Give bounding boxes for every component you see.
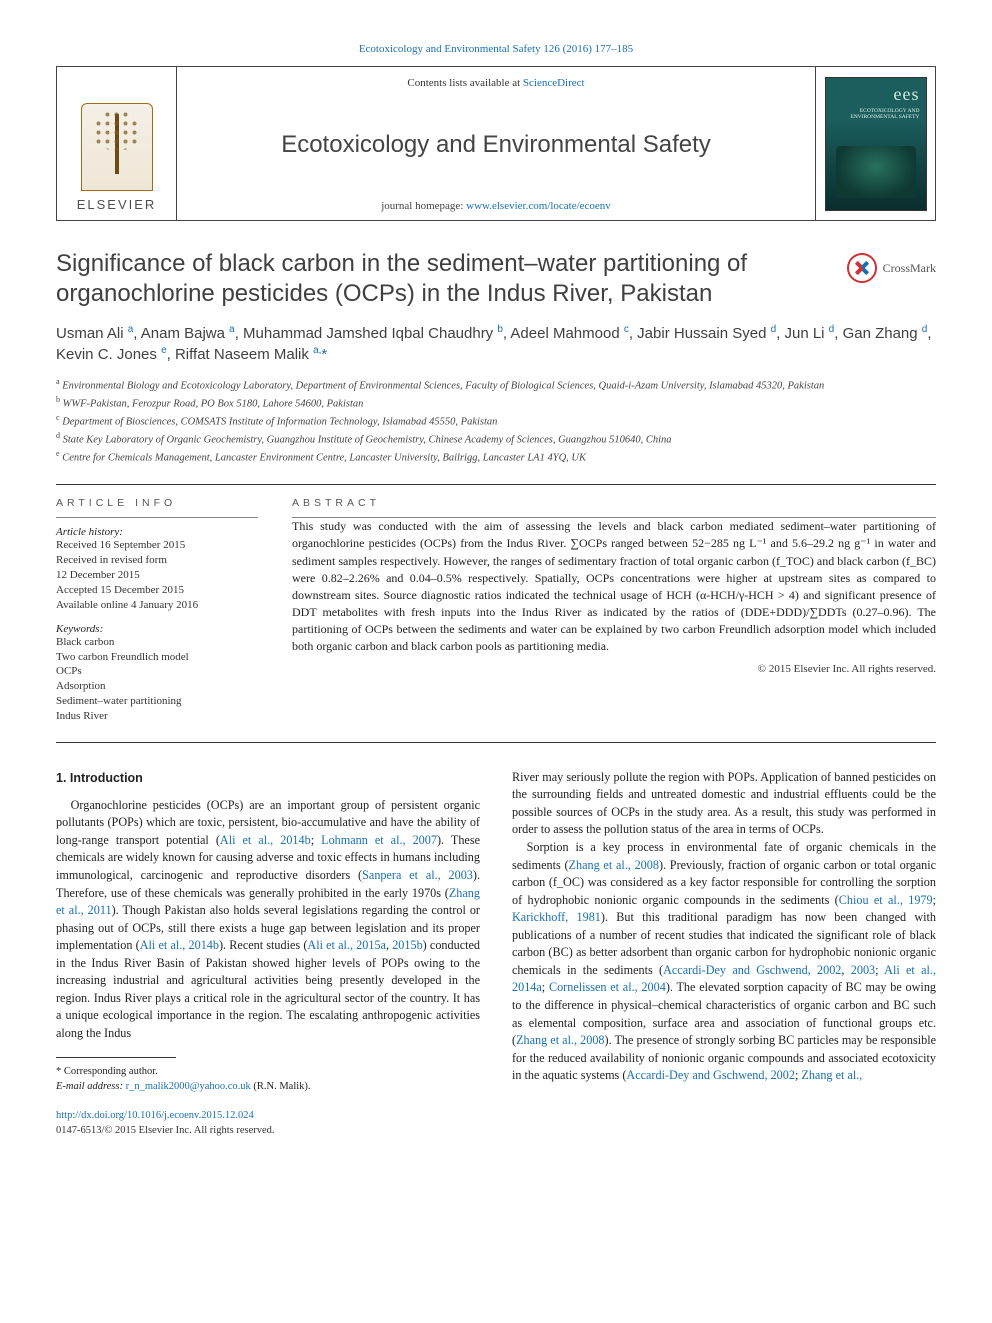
footnote-rule — [56, 1057, 176, 1058]
article-title: Significance of black carbon in the sedi… — [56, 249, 826, 309]
article-info-heading: article info — [56, 497, 258, 509]
email-label: E-mail address: — [56, 1081, 126, 1092]
ref-link[interactable]: Chiou et al., 1979 — [839, 893, 933, 907]
ref-link[interactable]: Ali et al., 2014b — [140, 938, 219, 952]
ref-link[interactable]: Sanpera et al., 2003 — [362, 868, 473, 882]
contents-line: Contents lists available at ScienceDirec… — [191, 77, 801, 89]
article-history: Received 16 September 2015Received in re… — [56, 538, 258, 612]
body-paragraph: River may seriously pollute the region w… — [512, 769, 936, 839]
email-link[interactable]: r_n_malik2000@yahoo.co.uk — [126, 1081, 251, 1092]
doi-link[interactable]: http://dx.doi.org/10.1016/j.ecoenv.2015.… — [56, 1110, 254, 1121]
ref-link[interactable]: Zhang et al., — [801, 1068, 862, 1082]
body-text: , — [841, 963, 850, 977]
keywords-list: Black carbonTwo carbon Freundlich modelO… — [56, 635, 258, 724]
history-line: 12 December 2015 — [56, 568, 258, 583]
body-columns: 1. Introduction Organochlorine pesticide… — [56, 769, 936, 1138]
section-heading: 1. Introduction — [56, 769, 480, 787]
ref-link[interactable]: 2015b — [392, 938, 422, 952]
affiliation-line: c Department of Biosciences, COMSATS Ins… — [56, 412, 936, 430]
keyword-item: Sediment–water partitioning — [56, 694, 258, 709]
ref-link[interactable]: 2003 — [851, 963, 875, 977]
rule-below-abstract — [56, 742, 936, 743]
affiliation-line: a Environmental Biology and Ecotoxicolog… — [56, 376, 936, 394]
keyword-item: Black carbon — [56, 635, 258, 650]
journal-cover-cell: ees ECOTOXICOLOGY AND ENVIRONMENTAL SAFE… — [815, 67, 935, 220]
ref-link[interactable]: Accardi-Dey and Gschwend, 2002 — [626, 1068, 795, 1082]
journal-cover-thumb: ees ECOTOXICOLOGY AND ENVIRONMENTAL SAFE… — [825, 77, 927, 211]
ref-link[interactable]: Karickhoff, 1981 — [512, 910, 601, 924]
ref-link[interactable]: Ali et al., 2015a — [307, 938, 386, 952]
body-text: ; — [875, 963, 884, 977]
authors-line: Usman Ali a, Anam Bajwa a, Muhammad Jams… — [56, 323, 936, 366]
contents-prefix: Contents lists available at — [407, 77, 522, 89]
email-suffix: (R.N. Malik). — [251, 1081, 311, 1092]
cover-lines: ECOTOXICOLOGY AND ENVIRONMENTAL SAFETY — [832, 108, 920, 121]
ref-link[interactable]: Accardi-Dey and Gschwend, 2002 — [663, 963, 841, 977]
body-paragraph: Organochlorine pesticides (OCPs) are an … — [56, 797, 480, 1043]
elsevier-tree-icon — [81, 103, 153, 191]
publisher-name: ELSEVIER — [77, 197, 157, 212]
history-line: Available online 4 January 2016 — [56, 598, 258, 613]
abstract-copyright: © 2015 Elsevier Inc. All rights reserved… — [292, 663, 936, 675]
body-text: River may seriously pollute the region w… — [512, 770, 936, 837]
journal-homepage-link[interactable]: www.elsevier.com/locate/ecoenv — [466, 200, 611, 212]
cover-image-icon — [836, 146, 916, 198]
top-citation: Ecotoxicology and Environmental Safety 1… — [56, 40, 936, 56]
body-paragraph: Sorption is a key process in environment… — [512, 839, 936, 1085]
keyword-item: OCPs — [56, 664, 258, 679]
issn-line: 0147-6513/© 2015 Elsevier Inc. All right… — [56, 1123, 480, 1138]
journal-header-center: Contents lists available at ScienceDirec… — [177, 67, 815, 220]
journal-homepage-line: journal homepage: www.elsevier.com/locat… — [191, 200, 801, 212]
crossmark-label: CrossMark — [883, 261, 936, 276]
keyword-item: Indus River — [56, 709, 258, 724]
affiliations: a Environmental Biology and Ecotoxicolog… — [56, 376, 936, 467]
doi-line: http://dx.doi.org/10.1016/j.ecoenv.2015.… — [56, 1108, 480, 1123]
sciencedirect-link[interactable]: ScienceDirect — [523, 77, 585, 89]
rule-above-info — [56, 484, 936, 485]
homepage-prefix: journal homepage: — [381, 200, 466, 212]
publisher-logo-cell: ELSEVIER — [57, 67, 177, 220]
body-text: ; — [311, 833, 321, 847]
history-line: Received in revised form — [56, 553, 258, 568]
abstract-text: This study was conducted with the aim of… — [292, 518, 936, 654]
keywords-label: Keywords: — [56, 623, 258, 635]
ref-link[interactable]: Lohmann et al., 2007 — [321, 833, 437, 847]
abstract-column: abstract This study was conducted with t… — [292, 497, 936, 723]
email-line: E-mail address: r_n_malik2000@yahoo.co.u… — [56, 1079, 480, 1094]
keyword-item: Two carbon Freundlich model — [56, 650, 258, 665]
elsevier-logo: ELSEVIER — [67, 87, 167, 212]
history-line: Accepted 15 December 2015 — [56, 583, 258, 598]
cover-ees: ees — [832, 84, 920, 105]
journal-name: Ecotoxicology and Environmental Safety — [191, 131, 801, 159]
abstract-heading: abstract — [292, 497, 936, 509]
body-text: ; — [933, 893, 936, 907]
corresponding-author-note: * Corresponding author. — [56, 1064, 480, 1079]
journal-header: ELSEVIER Contents lists available at Sci… — [56, 66, 936, 221]
top-citation-link[interactable]: Ecotoxicology and Environmental Safety 1… — [359, 43, 633, 55]
affiliation-line: e Centre for Chemicals Management, Lanca… — [56, 448, 936, 466]
article-history-label: Article history: — [56, 526, 258, 538]
body-text: ). Recent studies ( — [219, 938, 307, 952]
crossmark-icon — [847, 253, 877, 283]
ref-link[interactable]: Zhang et al., 2008 — [516, 1033, 604, 1047]
crossmark-badge[interactable]: CrossMark — [847, 253, 936, 283]
ref-link[interactable]: Ali et al., 2014b — [220, 833, 311, 847]
ref-link[interactable]: Cornelissen et al., 2004 — [549, 980, 666, 994]
body-text: ; — [542, 980, 549, 994]
affiliation-line: d State Key Laboratory of Organic Geoche… — [56, 430, 936, 448]
info-rule — [56, 517, 258, 518]
section-title: Introduction — [70, 771, 143, 785]
ref-link[interactable]: Zhang et al., 2008 — [569, 858, 659, 872]
affiliation-line: b WWF-Pakistan, Ferozpur Road, PO Box 51… — [56, 394, 936, 412]
section-number: 1. — [56, 771, 66, 785]
article-info-column: article info Article history: Received 1… — [56, 497, 258, 723]
keyword-item: Adsorption — [56, 679, 258, 694]
history-line: Received 16 September 2015 — [56, 538, 258, 553]
body-text: ) conducted in the Indus River Basin of … — [56, 938, 480, 1040]
